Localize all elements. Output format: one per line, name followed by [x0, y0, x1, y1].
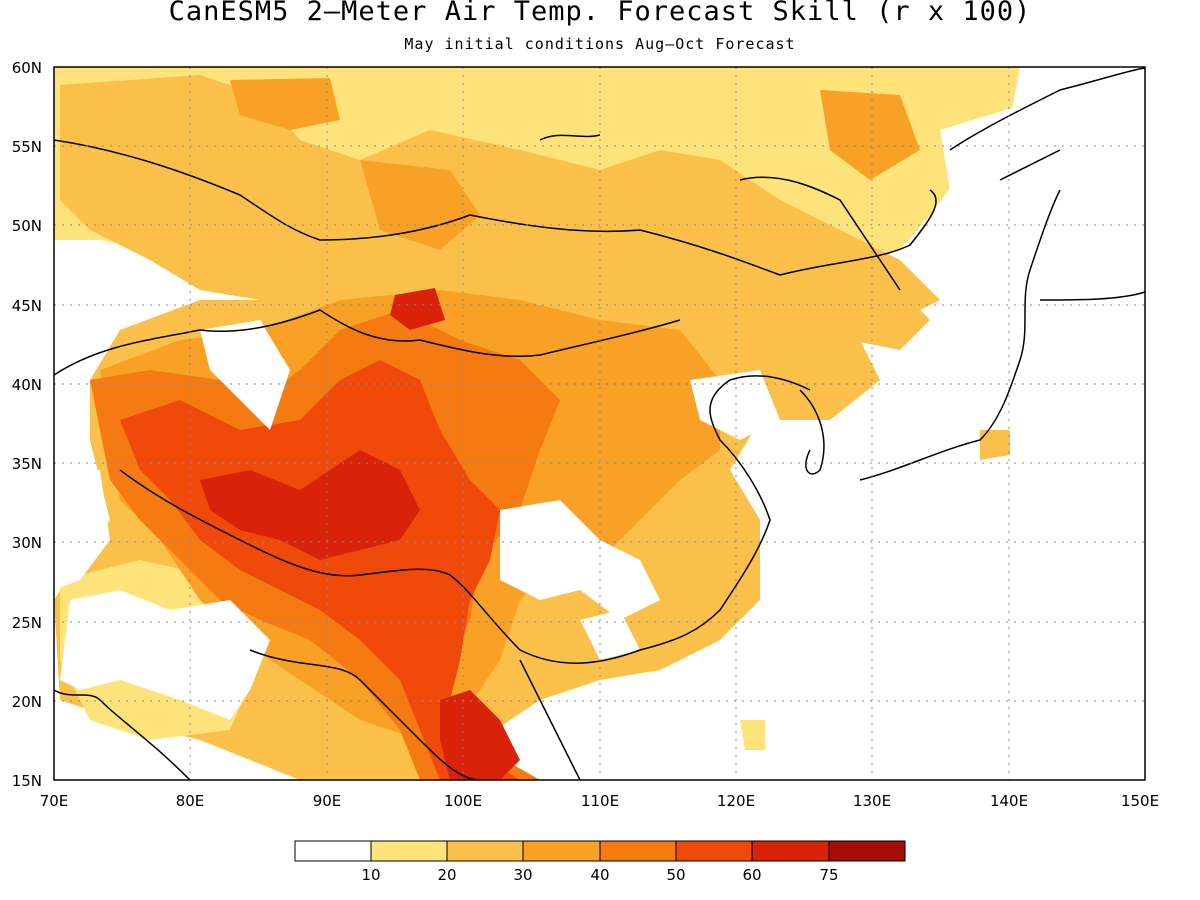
lat-label: 55N — [12, 138, 42, 156]
lat-label: 50N — [12, 217, 42, 235]
colorbar-bin — [599, 840, 677, 862]
colorbar-bin — [675, 840, 753, 862]
lat-labels: 15N 20N 25N 30N 35N 40N 45N 50N 55N 60N — [12, 59, 42, 790]
colorbar-label: 10 — [361, 866, 380, 884]
lon-label: 140E — [990, 792, 1028, 810]
colorbar-bin — [828, 840, 906, 862]
colorbar-label: 40 — [590, 866, 609, 884]
lat-label: 45N — [12, 297, 42, 315]
map-title: CanESM5 2–Meter Air Temp. Forecast Skill… — [168, 0, 1032, 27]
lon-labels: 70E 80E 90E 100E 110E 120E 130E 140E 150… — [40, 792, 1159, 810]
lon-label: 120E — [717, 792, 755, 810]
colorbar-label: 75 — [819, 866, 838, 884]
lat-label: 25N — [12, 614, 42, 632]
lat-label: 35N — [12, 455, 42, 473]
lon-label: 90E — [313, 792, 342, 810]
lon-label: 130E — [853, 792, 891, 810]
lon-label: 100E — [444, 792, 482, 810]
lon-label: 150E — [1121, 792, 1159, 810]
colorbar-bin — [294, 840, 372, 862]
lat-label: 40N — [12, 376, 42, 394]
lat-label: 15N — [12, 772, 42, 790]
colorbar: 10 20 30 40 50 60 75 — [294, 840, 906, 884]
lon-label: 70E — [40, 792, 69, 810]
skill-60-75 — [200, 450, 420, 560]
colorbar-bin — [446, 840, 524, 862]
colorbar-bin — [370, 840, 448, 862]
colorbar-label: 20 — [437, 866, 456, 884]
colorbar-label: 60 — [742, 866, 761, 884]
lat-label: 20N — [12, 693, 42, 711]
lat-label: 30N — [12, 534, 42, 552]
coastlines — [54, 67, 1145, 780]
skill-field — [54, 67, 1145, 780]
lat-label: 60N — [12, 59, 42, 77]
lon-label: 110E — [581, 792, 619, 810]
colorbar-label: 50 — [666, 866, 685, 884]
skill-30-40-north — [230, 78, 340, 130]
lon-label: 80E — [176, 792, 205, 810]
colorbar-bin — [751, 840, 830, 862]
map-frame — [53, 66, 1146, 781]
map-subtitle: May initial conditions Aug–Oct Forecast — [404, 35, 796, 53]
skill-50-60 — [120, 360, 520, 780]
colorbar-bin — [522, 840, 601, 862]
colorbar-label: 30 — [513, 866, 532, 884]
graticule — [54, 67, 1145, 780]
